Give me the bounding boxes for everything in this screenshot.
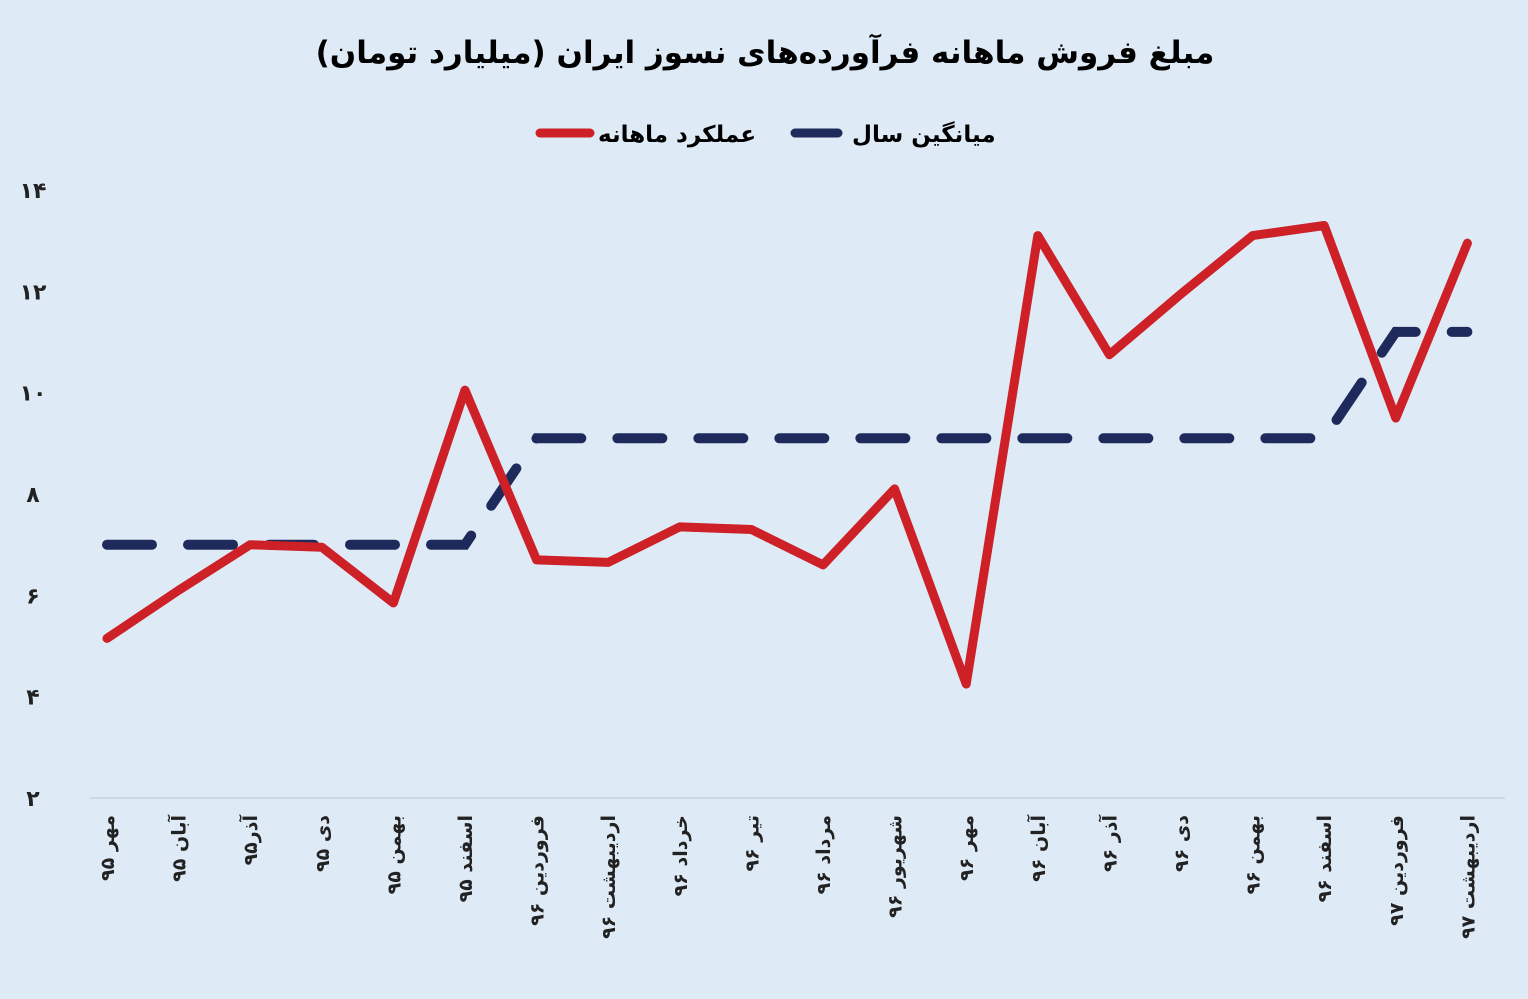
data-point-monthly [317,543,326,552]
data-point-monthly [1320,221,1329,230]
x-tick-label: اسفند ۹۶ [1314,815,1336,902]
x-tick-label: دی ۹۵ [312,815,334,872]
data-point-monthly [1033,231,1042,240]
chart-title: مبلغ فروش ماهانه فرآورده‌های نسوز ایران … [316,33,1215,71]
x-tick-label: آبان ۹۵ [167,815,191,882]
series-line-average [102,326,1473,550]
x-axis-ticks: مهر ۹۵ آبان ۹۵ آذر۹۵ دی ۹۵ بهمن ۹۵ اسفند ۹۵ فر… [97,815,1479,939]
x-tick-label: مهر ۹۵ [97,815,119,881]
data-point-monthly [819,560,827,569]
data-point-monthly [103,634,111,643]
x-tick-label: مرداد ۹۶ [813,815,835,894]
x-tick-label: شهریور ۹۶ [885,815,907,918]
x-tick-label: تیر ۹۶ [741,815,763,872]
series-layer [102,221,1473,689]
x-tick-label: اردیبهشت ۹۶ [598,815,620,939]
data-point-monthly [389,598,398,607]
x-tick-label: آبان ۹۶ [1026,815,1050,882]
x-tick-label: آذر۹۵ [238,815,262,866]
x-tick-label: خرداد ۹۶ [670,815,692,896]
y-tick-label: ۱۲ [20,280,47,305]
y-axis-ticks: ۲ ۴ ۶ ۸ ۱۰ ۱۲ ۱۴ [20,179,47,812]
data-point-monthly [1105,350,1114,359]
series-line-monthly [102,221,1472,689]
y-tick-label: ۲ [26,787,40,812]
data-point-monthly [1391,414,1400,422]
x-tick-label: فروردین ۹۶ [527,815,549,926]
x-tick-label: اسفند ۹۵ [455,815,477,902]
y-tick-label: ۱۴ [20,179,47,204]
legend-label-monthly: عملکرد ماهانه [598,122,756,148]
data-point-monthly [174,586,183,595]
data-point-monthly [1463,239,1472,248]
x-tick-label: بهمن ۹۶ [1243,815,1265,894]
y-tick-label: ۶ [26,584,39,609]
data-point-monthly [532,555,541,564]
data-point-monthly [747,525,756,534]
x-tick-label: اردیبهشت ۹۷ [1457,815,1479,939]
x-tick-label: مهر ۹۶ [956,815,978,881]
y-tick-label: ۴ [26,686,39,711]
data-point-monthly [1248,231,1257,240]
data-point-monthly [890,484,899,493]
y-tick-label: ۱۰ [20,382,47,407]
data-point-monthly [461,386,469,395]
data-point-monthly [1177,289,1185,298]
x-tick-label: بهمن ۹۵ [383,815,405,894]
data-point-monthly [604,558,613,567]
legend: عملکرد ماهانه میانگین سال [535,121,996,148]
legend-label-average: میانگین سال [852,121,996,148]
y-tick-label: ۸ [26,483,40,508]
data-point-monthly [246,540,255,549]
data-point-monthly [962,680,971,688]
x-tick-label: دی ۹۶ [1171,815,1193,872]
data-point-monthly [675,522,684,531]
x-tick-label: آذر ۹۶ [1097,815,1121,873]
x-tick-label: فروردین ۹۷ [1386,815,1408,926]
